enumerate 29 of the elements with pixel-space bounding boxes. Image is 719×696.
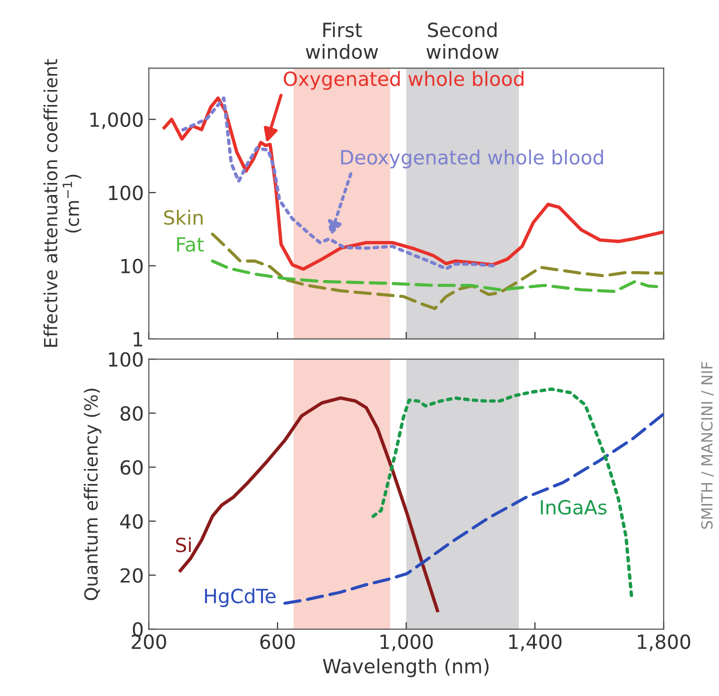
line-series <box>211 232 664 310</box>
y-tick-label: 1 <box>134 332 142 346</box>
line-series <box>371 387 634 598</box>
x-axis-title: Wavelength (nm) <box>322 658 489 678</box>
y-tick-label: 20 <box>120 568 143 583</box>
y-tick-label: 10 <box>121 258 143 274</box>
series-label: Si <box>176 537 191 552</box>
x-tick-label: 600 <box>260 634 295 650</box>
y-tick-label: 100 <box>108 352 143 367</box>
x-tick-label: 1,800 <box>638 634 690 652</box>
series-label: Skin <box>164 210 203 225</box>
x-tick-label: 1,000 <box>380 634 433 652</box>
y-tick-label: 60 <box>120 460 143 475</box>
y-axis-title: Effective attenuation coefficient (cm$^{−1}$) <box>43 59 82 347</box>
text: Deoxygenated whole blood <box>341 150 603 168</box>
band-label: Second window <box>426 22 499 60</box>
series-label: HgCdTe <box>205 588 276 608</box>
series-label: Fat <box>177 237 204 252</box>
x-tick-label: 1,400 <box>509 634 562 652</box>
y-tick-label: 40 <box>120 514 143 529</box>
y-tick-label: 1,000 <box>90 112 143 130</box>
band-label: First window <box>306 22 378 60</box>
y-tick-label: 100 <box>108 186 143 200</box>
series-label: InGaAs <box>540 500 607 515</box>
y-axis-title: Quantum efficiency (%) <box>84 388 102 600</box>
text: Oxygenated whole blood <box>284 71 524 90</box>
line-series <box>283 412 664 605</box>
y-tick-label: 80 <box>120 406 143 421</box>
text: SMITH / MANCINI / NIF <box>701 362 714 529</box>
